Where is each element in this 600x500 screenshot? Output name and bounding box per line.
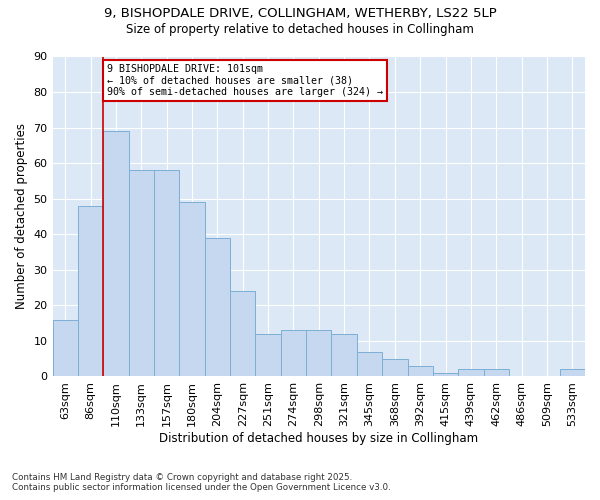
Bar [281,330,306,376]
Bar [53,320,78,376]
Bar [458,370,484,376]
Bar [128,170,154,376]
Bar [407,366,433,376]
Bar [357,352,382,376]
Text: 9, BISHOPDALE DRIVE, COLLINGHAM, WETHERBY, LS22 5LP: 9, BISHOPDALE DRIVE, COLLINGHAM, WETHERB… [104,8,496,20]
Text: Contains HM Land Registry data © Crown copyright and database right 2025.
Contai: Contains HM Land Registry data © Crown c… [12,473,391,492]
Bar [560,370,585,376]
Bar [256,334,281,376]
Bar [78,206,103,376]
Bar [179,202,205,376]
Bar [331,334,357,376]
Text: 9 BISHOPDALE DRIVE: 101sqm
← 10% of detached houses are smaller (38)
90% of semi: 9 BISHOPDALE DRIVE: 101sqm ← 10% of deta… [107,64,383,97]
Bar [306,330,331,376]
Bar [103,131,128,376]
X-axis label: Distribution of detached houses by size in Collingham: Distribution of detached houses by size … [159,432,478,445]
Bar [205,238,230,376]
Bar [484,370,509,376]
Bar [230,291,256,376]
Text: Size of property relative to detached houses in Collingham: Size of property relative to detached ho… [126,22,474,36]
Y-axis label: Number of detached properties: Number of detached properties [15,124,28,310]
Bar [154,170,179,376]
Bar [382,358,407,376]
Bar [433,373,458,376]
